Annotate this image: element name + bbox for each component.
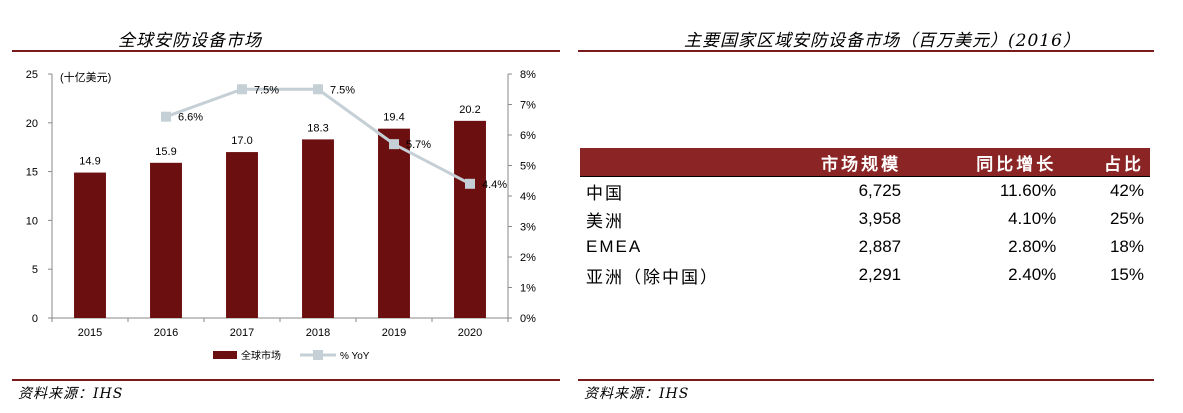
x-tick-label: 2020 <box>458 327 482 339</box>
bar-data-label: 17.0 <box>231 135 252 147</box>
left-tick-label: 15 <box>26 167 38 179</box>
left-tick-label: 25 <box>26 69 38 81</box>
yoy-point <box>389 139 399 150</box>
legend-bar-label: 全球市场 <box>241 349 281 362</box>
table-header-share: 占比 <box>1062 148 1150 177</box>
right-tick-label: 8% <box>520 69 536 81</box>
bar-data-label: 18.3 <box>307 122 328 134</box>
x-tick-label: 2017 <box>230 327 254 339</box>
left-axis-unit-label: (十亿美元) <box>60 70 111 84</box>
row-share: 25% <box>1109 209 1144 228</box>
right-footer-rule <box>578 379 1154 381</box>
left-tick-label: 20 <box>26 118 38 130</box>
right-tick-label: 4% <box>520 191 536 203</box>
row-size: 6,725 <box>752 176 908 205</box>
row-region: 中国 <box>580 176 752 205</box>
x-tick-label: 2018 <box>306 327 330 339</box>
table-row: 美洲 3,958 4.10% 25% <box>580 205 1150 233</box>
left-tick-label: 10 <box>26 215 38 227</box>
row-region: 亚洲（除中国） <box>586 267 719 287</box>
row-size: 2,291 <box>858 265 902 284</box>
bar-data-label: 14.9 <box>79 156 100 168</box>
row-size: 3,958 <box>858 209 902 228</box>
bar <box>150 162 182 318</box>
x-tick-label: 2015 <box>78 327 102 339</box>
row-size: 2,887 <box>858 237 902 256</box>
right-source-note: 资料来源：IHS <box>584 386 690 402</box>
left-tick-label: 5 <box>32 264 38 276</box>
left-footer-rule <box>12 379 560 381</box>
bar <box>378 128 410 318</box>
bar-data-label: 15.9 <box>155 146 176 158</box>
yoy-point <box>313 84 323 95</box>
legend-line-label: % YoY <box>340 351 370 362</box>
market-chart: 0 5 10 15 20 25 0% 1% 2% 3% 4% 5% 6% 7% 8% (十亿美元) 2015 20… <box>26 69 536 362</box>
right-tick-label: 7% <box>520 100 536 112</box>
yoy-point <box>237 84 247 95</box>
right-title-rule <box>578 50 1154 52</box>
table-header-region <box>580 148 752 177</box>
bar <box>302 139 334 318</box>
row-growth: 2.40% <box>1008 265 1057 284</box>
right-panel-title: 主要国家区域安防设备市场（百万美元）(2016） <box>684 31 1081 51</box>
yoy-point <box>465 178 475 189</box>
row-region: EMEA <box>586 237 643 256</box>
bar-data-label: 20.2 <box>459 104 480 116</box>
left-panel-title: 全球安防设备市场 <box>118 31 262 51</box>
row-growth: 2.80% <box>1008 237 1057 256</box>
right-tick-label: 0% <box>520 313 536 325</box>
legend-line-marker <box>313 350 323 360</box>
bar <box>454 120 486 319</box>
left-source-note: 资料来源：IHS <box>18 386 124 402</box>
right-tick-label: 3% <box>520 222 536 234</box>
table-row: 亚洲（除中国） 2,291 2.40% 15% <box>580 261 1150 289</box>
yoy-point <box>161 111 171 122</box>
right-tick-label: 5% <box>520 161 536 173</box>
bar <box>226 152 258 318</box>
right-tick-label: 1% <box>520 283 536 295</box>
yoy-data-label: 6.6% <box>178 112 203 124</box>
bar <box>74 172 106 318</box>
region-market-table: 市场规模 同比增长 占比 中国 6,725 11.60% 42% 美洲 3,95… <box>580 148 1150 289</box>
row-share: 18% <box>1109 237 1144 256</box>
yoy-data-label: 5.7% <box>406 139 431 151</box>
row-growth: 4.10% <box>1008 209 1057 228</box>
table-header-size: 市场规模 <box>752 148 908 177</box>
x-tick-label: 2016 <box>154 327 178 339</box>
row-growth: 11.60% <box>907 176 1063 205</box>
yoy-data-label: 7.5% <box>254 84 279 96</box>
legend-bar-swatch <box>213 351 237 359</box>
table-header-growth: 同比增长 <box>907 148 1063 177</box>
x-tick-label: 2019 <box>382 327 406 339</box>
row-share: 42% <box>1062 176 1150 205</box>
yoy-data-label: 4.4% <box>482 179 507 191</box>
left-title-rule <box>12 50 560 52</box>
table-row: 中国 6,725 11.60% 42% <box>580 176 1150 205</box>
right-tick-label: 6% <box>520 130 536 142</box>
yoy-data-label: 7.5% <box>330 84 355 96</box>
bar-data-label: 19.4 <box>383 112 404 124</box>
right-tick-label: 2% <box>520 252 536 264</box>
row-share: 15% <box>1109 265 1144 284</box>
row-region: 美洲 <box>586 211 624 231</box>
table-row: EMEA 2,887 2.80% 18% <box>580 233 1150 261</box>
left-tick-label: 0 <box>32 313 38 325</box>
table-header-row: 市场规模 同比增长 占比 <box>580 148 1150 177</box>
